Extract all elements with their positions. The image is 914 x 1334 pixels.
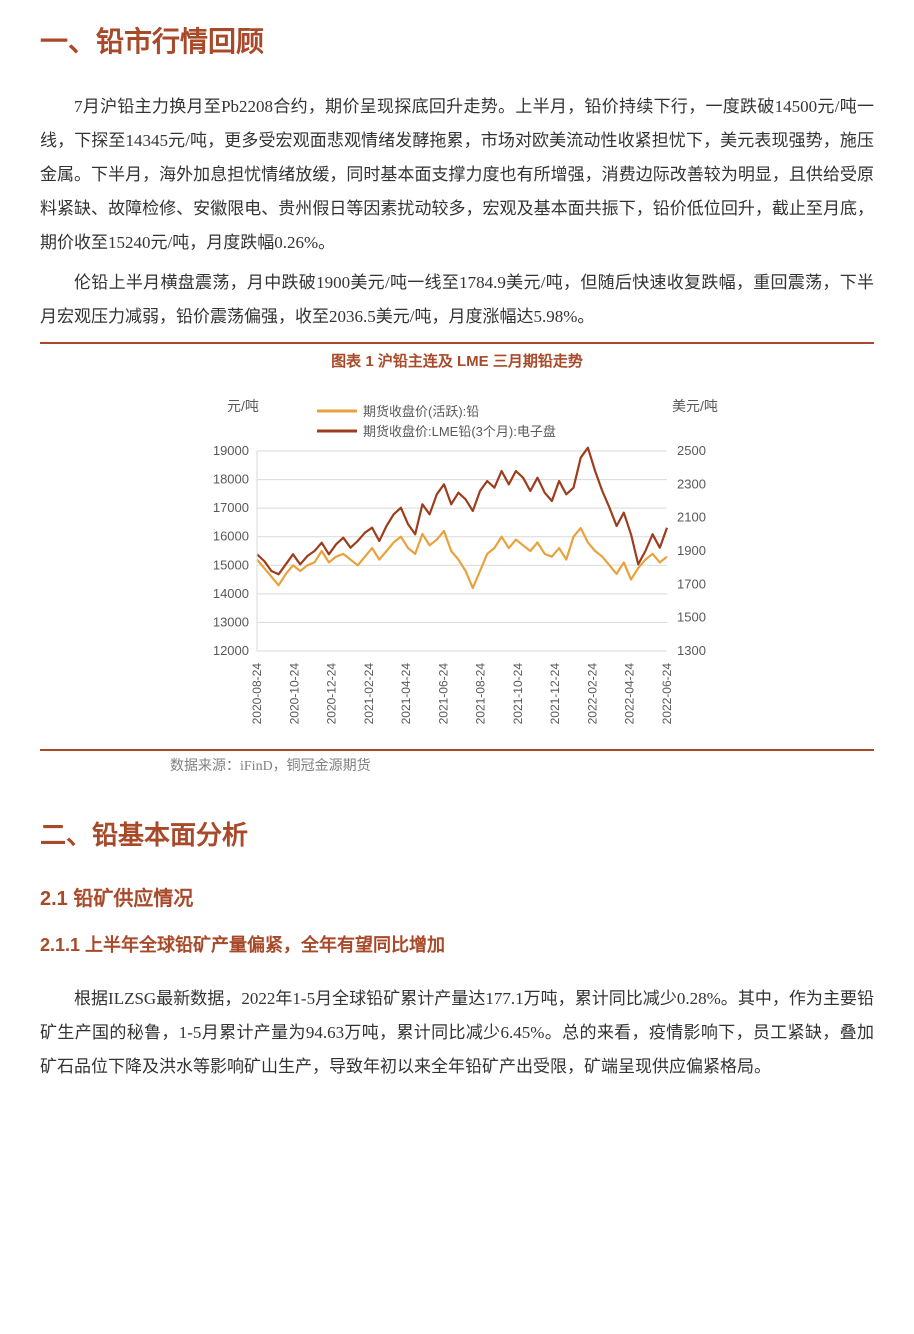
section-1-para-1: 7月沪铅主力换月至Pb2208合约，期价呈现探底回升走势。上半月，铅价持续下行，… bbox=[40, 90, 874, 260]
svg-text:2300: 2300 bbox=[677, 476, 706, 491]
svg-text:2021-02-24: 2021-02-24 bbox=[362, 663, 376, 725]
svg-text:2020-12-24: 2020-12-24 bbox=[325, 663, 339, 725]
svg-text:1700: 1700 bbox=[677, 576, 706, 591]
svg-text:12000: 12000 bbox=[213, 643, 249, 658]
svg-text:2020-08-24: 2020-08-24 bbox=[250, 663, 264, 725]
svg-text:2021-12-24: 2021-12-24 bbox=[548, 663, 562, 725]
svg-text:13000: 13000 bbox=[213, 614, 249, 629]
svg-text:2021-10-24: 2021-10-24 bbox=[511, 663, 525, 725]
section-2-para-1: 根据ILZSG最新数据，2022年1-5月全球铅矿累计产量达177.1万吨，累计… bbox=[40, 982, 874, 1084]
section-2-1-1-heading: 2.1.1 上半年全球铅矿产量偏紧，全年有望同比增加 bbox=[40, 931, 874, 957]
section-2-1-heading: 2.1 铅矿供应情况 bbox=[40, 882, 874, 911]
svg-text:2021-06-24: 2021-06-24 bbox=[436, 663, 450, 725]
svg-text:1900: 1900 bbox=[677, 543, 706, 558]
svg-text:18000: 18000 bbox=[213, 472, 249, 487]
svg-text:1300: 1300 bbox=[677, 643, 706, 658]
svg-text:1500: 1500 bbox=[677, 610, 706, 625]
svg-text:2022-06-24: 2022-06-24 bbox=[660, 663, 674, 725]
svg-text:2020-10-24: 2020-10-24 bbox=[287, 663, 301, 725]
svg-text:元/吨: 元/吨 bbox=[227, 398, 259, 414]
chart-1-svg: 12000 13000 14000 15000 16000 17000 18000 19000… bbox=[177, 381, 737, 741]
svg-text:17000: 17000 bbox=[213, 500, 249, 515]
svg-text:14000: 14000 bbox=[213, 586, 249, 601]
chart-1-source: 数据来源：iFinD，铜冠金源期货 bbox=[170, 755, 874, 775]
svg-text:2021-08-24: 2021-08-24 bbox=[474, 663, 488, 725]
chart-1-block: 图表 1 沪铅主连及 LME 三月期铅走势 12000 13000 14000 150… bbox=[40, 342, 874, 751]
section-1-heading: 一、铅市行情回顾 bbox=[40, 20, 874, 60]
chart-1-title: 图表 1 沪铅主连及 LME 三月期铅走势 bbox=[40, 350, 874, 371]
svg-text:2022-02-24: 2022-02-24 bbox=[585, 663, 599, 725]
svg-text:2100: 2100 bbox=[677, 510, 706, 525]
section-1-para-2: 伦铅上半月横盘震荡，月中跌破1900美元/吨一线至1784.9美元/吨，但随后快… bbox=[40, 266, 874, 334]
svg-text:期货收盘价:LME铅(3个月):电子盘: 期货收盘价:LME铅(3个月):电子盘 bbox=[363, 424, 556, 439]
svg-text:15000: 15000 bbox=[213, 557, 249, 572]
svg-text:16000: 16000 bbox=[213, 529, 249, 544]
section-2-heading: 二、铅基本面分析 bbox=[40, 815, 874, 852]
svg-text:2500: 2500 bbox=[677, 443, 706, 458]
svg-text:2021-04-24: 2021-04-24 bbox=[399, 663, 413, 725]
svg-text:期货收盘价(活跃):铅: 期货收盘价(活跃):铅 bbox=[363, 404, 479, 419]
svg-text:美元/吨: 美元/吨 bbox=[672, 398, 718, 414]
svg-text:2022-04-24: 2022-04-24 bbox=[623, 663, 637, 725]
chart-1-svg-wrap: 12000 13000 14000 15000 16000 17000 18000 19000… bbox=[40, 381, 874, 741]
svg-text:19000: 19000 bbox=[213, 443, 249, 458]
